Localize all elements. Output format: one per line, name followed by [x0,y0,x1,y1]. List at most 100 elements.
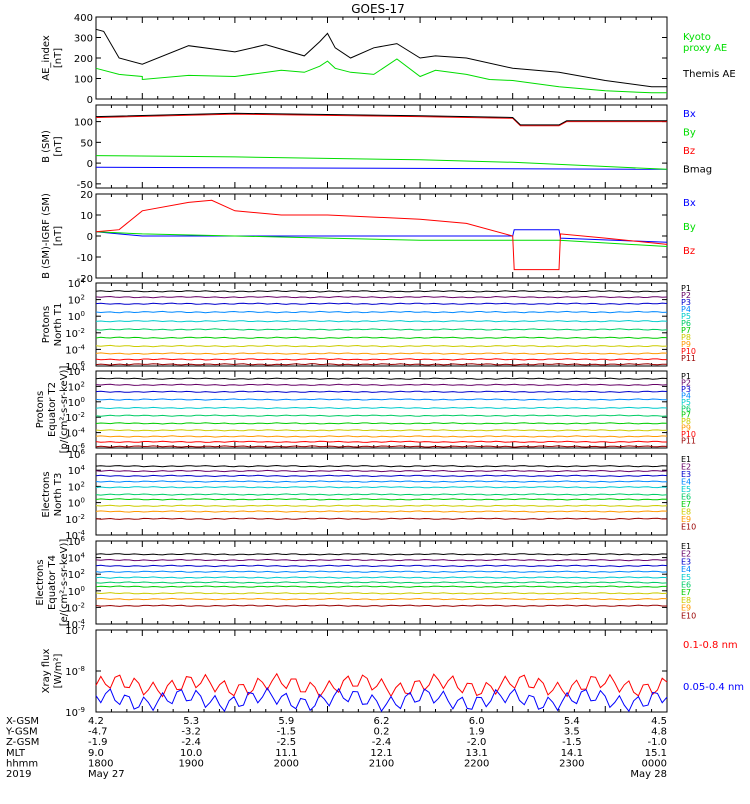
y-tick-label: 10-2 [65,327,85,340]
y-tick-label: 10-9 [65,706,85,719]
y-tick-label: 100 [68,396,85,409]
ephemeris-row-label: hhmm [6,758,38,769]
legend-label: By [683,127,696,138]
y-tick-label: 10-4 [65,618,85,631]
series-line [95,581,668,584]
ephemeris-value: 11.1 [275,748,297,759]
ephemeris-value: 12.1 [370,748,392,759]
series-line [95,155,668,170]
y-axis-label: [nT] [53,136,64,156]
series-line [95,553,668,556]
legend-label: P11 [681,437,696,446]
y-tick-label: 106 [68,448,86,461]
legend-label: E2 [681,463,691,472]
series-line [95,558,668,562]
ephemeris-value: 4.8 [651,727,667,738]
y-axis-label: Protons [41,306,52,343]
y-tick-label: 104 [68,277,86,290]
series-line [95,474,668,478]
legend-label: E8 [681,508,691,517]
series-line [95,398,668,401]
y-tick-label: 100 [68,585,85,598]
y-axis-label: North T3 [53,473,64,517]
series-line [95,585,667,588]
legend-label: Bz [683,246,695,257]
y-tick-label: 400 [74,13,93,24]
ephemeris-value: 1800 [88,758,113,769]
ephemeris-value: 6.0 [469,716,485,727]
ephemeris-row-label: 2019 [6,769,31,780]
series-line [95,493,668,496]
y-axis-label: Electrons [35,559,46,605]
y-tick-label: 102 [68,380,85,393]
ephemeris-value: -1.0 [647,737,667,748]
y-axis-label: North T1 [53,303,64,347]
y-tick-label: 20 [80,190,93,201]
y-tick-label: 10-2 [65,411,85,424]
series-line [95,310,668,314]
legend-label: proxy AE [683,43,727,54]
legend-label: E6 [681,581,691,590]
y-tick-label: 100 [68,497,85,510]
y-tick-label: 10 [80,211,93,222]
series-line [95,319,668,323]
ephemeris-row-label: Y-GSM [5,727,38,738]
y-tick-label: 104 [68,552,86,565]
y-axis-label: Electrons [41,471,52,517]
legend-label: E1 [681,455,691,464]
legend-label: E4 [681,565,691,574]
ephemeris-value: 5.4 [564,716,580,727]
y-tick-label: 300 [74,34,93,45]
legend-label: P10 [681,347,696,356]
y-tick-label: 200 [74,54,93,65]
series-line [95,435,668,438]
series-line [95,406,668,410]
series-line [95,517,667,520]
y-tick-label: 100 [74,118,93,129]
legend-label: E8 [681,596,691,605]
y-tick-label: 104 [68,464,86,477]
series-line [95,422,668,425]
legend-label: P8 [681,333,691,342]
y-tick-label: 104 [68,365,86,378]
series-line [95,486,668,489]
series-line [95,113,667,127]
series-line [95,344,668,348]
ephemeris-value: 0000 [642,758,667,769]
series-line [95,377,668,380]
series-line [95,328,668,331]
y-tick-label: 0 [87,232,93,243]
legend-label: P1 [681,372,691,381]
y-tick-label: 100 [74,75,93,86]
legend-label: P6 [681,319,691,328]
legend-label: Kyoto [683,32,711,43]
series-line [95,28,667,88]
series-line [95,414,668,417]
y-tick-label: 102 [68,294,85,307]
series-line [95,464,668,468]
y-axis-label: [nT] [53,226,64,246]
ephemeris-value: 5.9 [278,716,294,727]
series-line [95,504,668,508]
panel-frame [95,453,668,536]
series-line [95,469,668,473]
legend-label: P10 [681,430,696,439]
y-axis-label: [e/(cm²-s-sr-keV)] [59,539,70,627]
plot-title: GOES-17 [351,2,405,16]
legend-label: P5 [681,312,691,321]
legend-label: P9 [681,340,691,349]
panel-frame [95,540,668,625]
y-tick-label: 10-6 [65,360,85,373]
series-line [95,498,668,501]
legend-label: E9 [681,604,691,613]
ephemeris-value: 3.5 [564,727,580,738]
series-line [95,363,668,366]
series-line [95,570,668,573]
y-axis-label: B (SM)-IGRF (SM) [41,193,52,279]
y-tick-label: -50 [77,180,93,191]
legend-label: 0.05-0.4 nm [683,682,744,693]
series-line [95,592,668,595]
legend-label: E2 [681,550,691,559]
legend-label: P6 [681,404,691,413]
